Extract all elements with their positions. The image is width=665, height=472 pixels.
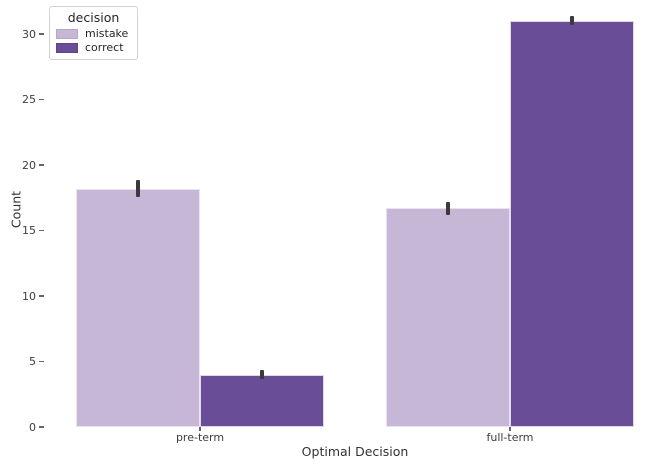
y-tick-label-0: 0 [29, 420, 36, 434]
legend-swatch-mistake-icon [56, 29, 78, 39]
error-bar-pre-term-mistake [136, 180, 140, 198]
y-tick-label-20: 20 [22, 158, 36, 172]
y-tick-mark-10 [39, 295, 44, 297]
y-tick-mark-0 [39, 426, 44, 428]
y-tick-label-30: 30 [22, 27, 36, 41]
error-bar-full-term-mistake [446, 201, 450, 215]
error-bar-full-term-correct [570, 16, 574, 26]
error-bar-pre-term-correct [260, 370, 264, 380]
y-tick-mark-25 [39, 98, 44, 101]
x-tick-mark-pre-term [199, 427, 201, 431]
y-tick-label-25: 25 [22, 93, 36, 106]
y-tick-label-10: 10 [22, 289, 36, 303]
y-tick-label-15: 15 [22, 224, 36, 237]
bar-full-term-mistake [386, 208, 510, 427]
x-tick-mark-full-term [509, 427, 511, 431]
bar-full-term-correct [510, 20, 634, 427]
legend-swatch-correct-icon [56, 43, 78, 53]
legend-item-correct: correct [56, 42, 131, 54]
y-tick-mark-20 [39, 164, 44, 166]
bar-pre-term-correct [200, 374, 324, 427]
legend: decision mistake correct [49, 6, 138, 60]
y-axis-title: Count [8, 190, 24, 229]
bar-pre-term-mistake [76, 188, 200, 427]
y-tick-label-5: 5 [29, 355, 36, 368]
x-axis-title: Optimal Decision [301, 444, 409, 459]
x-tick-label-full-term: full-term [486, 431, 534, 444]
legend-item-mistake: mistake [56, 28, 131, 40]
legend-title: decision [67, 10, 120, 25]
x-tick-label-pre-term: pre-term [175, 431, 225, 444]
y-tick-mark-5 [39, 360, 44, 363]
y-tick-mark-30 [39, 33, 44, 35]
legend-label-mistake: mistake [85, 27, 129, 40]
y-tick-mark-15 [39, 229, 44, 232]
legend-label-correct: correct [85, 41, 124, 54]
